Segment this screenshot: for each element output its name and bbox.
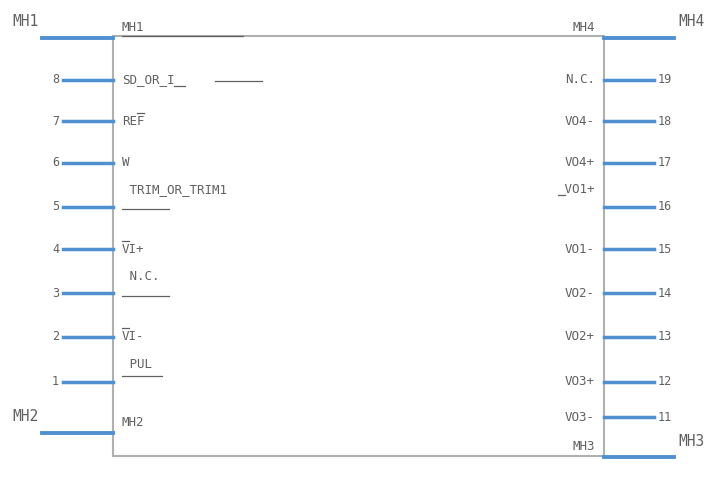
Text: MH1: MH1 bbox=[122, 21, 144, 34]
Text: 14: 14 bbox=[657, 287, 672, 300]
Text: 11: 11 bbox=[657, 411, 672, 424]
Text: VO1-: VO1- bbox=[565, 243, 595, 256]
Text: VO4+: VO4+ bbox=[565, 156, 595, 169]
Text: VO2-: VO2- bbox=[565, 287, 595, 300]
Text: VI+: VI+ bbox=[122, 243, 144, 256]
Text: PUL: PUL bbox=[122, 358, 152, 371]
Text: REF: REF bbox=[122, 115, 144, 128]
Text: VO1+: VO1+ bbox=[557, 183, 595, 196]
Text: SD_OR_I: SD_OR_I bbox=[122, 73, 174, 86]
Text: 1: 1 bbox=[52, 375, 59, 388]
Text: 15: 15 bbox=[657, 243, 672, 256]
Text: VO3+: VO3+ bbox=[565, 375, 595, 388]
Text: 12: 12 bbox=[657, 375, 672, 388]
Text: MH3: MH3 bbox=[573, 440, 595, 454]
Text: 19: 19 bbox=[657, 73, 672, 86]
Text: 18: 18 bbox=[657, 115, 672, 128]
Text: VO3-: VO3- bbox=[565, 411, 595, 424]
Text: N.C.: N.C. bbox=[565, 73, 595, 86]
Text: 17: 17 bbox=[657, 156, 672, 169]
Text: TRIM_OR_TRIM1: TRIM_OR_TRIM1 bbox=[122, 183, 227, 196]
Text: 6: 6 bbox=[52, 156, 59, 169]
Text: 8: 8 bbox=[52, 73, 59, 86]
Text: MH3: MH3 bbox=[678, 433, 704, 449]
Text: 5: 5 bbox=[52, 200, 59, 214]
Text: MH2: MH2 bbox=[122, 416, 144, 429]
Text: VI-: VI- bbox=[122, 330, 144, 343]
Text: 16: 16 bbox=[657, 200, 672, 214]
Text: 3: 3 bbox=[52, 287, 59, 300]
Text: 7: 7 bbox=[52, 115, 59, 128]
Text: W: W bbox=[122, 156, 130, 169]
Text: MH4: MH4 bbox=[573, 21, 595, 34]
Text: 13: 13 bbox=[657, 330, 672, 343]
Text: MH4: MH4 bbox=[678, 14, 704, 30]
Bar bbox=[113, 35, 604, 457]
Text: 2: 2 bbox=[52, 330, 59, 343]
Text: MH1: MH1 bbox=[12, 14, 39, 30]
Text: N.C.: N.C. bbox=[122, 270, 159, 283]
Text: VO2+: VO2+ bbox=[565, 330, 595, 343]
Text: VO4-: VO4- bbox=[565, 115, 595, 128]
Text: MH2: MH2 bbox=[12, 409, 39, 424]
Text: 4: 4 bbox=[52, 243, 59, 256]
